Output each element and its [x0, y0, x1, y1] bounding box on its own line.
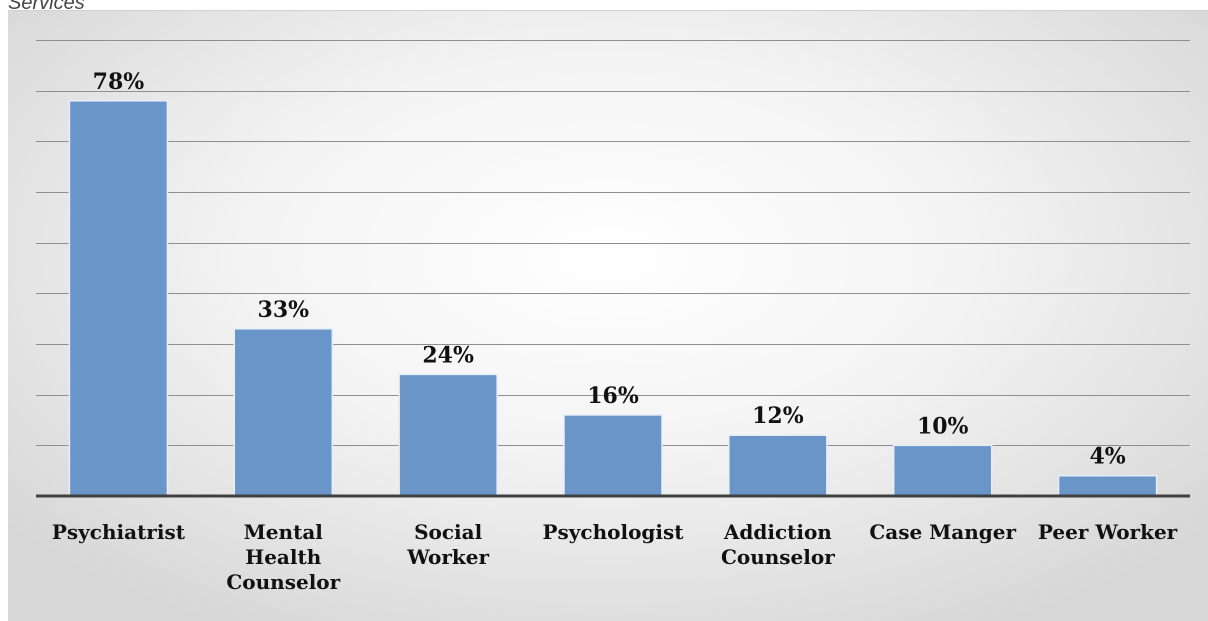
- category-label-line: Case Manger: [869, 520, 1016, 544]
- bar-6: [1057, 474, 1158, 497]
- category-label-line: Counselor: [226, 570, 340, 594]
- value-label-3: 16%: [587, 383, 639, 409]
- category-label-line: Peer Worker: [1038, 520, 1178, 544]
- value-label-4: 12%: [752, 403, 804, 429]
- category-label-line: Worker: [406, 545, 489, 569]
- bar-1: [233, 328, 334, 497]
- bar-4: [728, 434, 828, 497]
- bar-3: [563, 414, 663, 497]
- chart-area: 78% Psychiatrist 33% Mental Health Counselor 2…: [8, 10, 1208, 621]
- value-label-5: 10%: [917, 413, 969, 439]
- category-label-4: Addiction Counselor: [721, 520, 835, 569]
- value-label-2: 24%: [422, 342, 474, 368]
- category-label-line: Social: [414, 520, 483, 544]
- category-label-line: Addiction: [723, 520, 832, 544]
- category-label-line: Mental: [244, 520, 324, 544]
- bar-0: [68, 100, 169, 497]
- category-label-line: Counselor: [721, 545, 835, 569]
- category-label-line: Health: [245, 545, 321, 569]
- category-label-3: Psychologist: [543, 520, 685, 544]
- value-label-0: 78%: [93, 69, 145, 95]
- bar-5: [892, 444, 993, 497]
- category-label-1: Mental Health Counselor: [226, 520, 340, 594]
- category-label-0: Psychiatrist: [52, 520, 186, 544]
- category-label-2: Social Worker: [406, 520, 489, 569]
- category-label-6: Peer Worker: [1038, 520, 1178, 544]
- value-label-1: 33%: [258, 297, 310, 323]
- value-label-6: 4%: [1089, 444, 1125, 470]
- bar-2: [398, 373, 498, 497]
- category-label-5: Case Manger: [869, 520, 1016, 544]
- category-label-line: Psychologist: [543, 520, 685, 544]
- category-label-line: Psychiatrist: [52, 520, 186, 544]
